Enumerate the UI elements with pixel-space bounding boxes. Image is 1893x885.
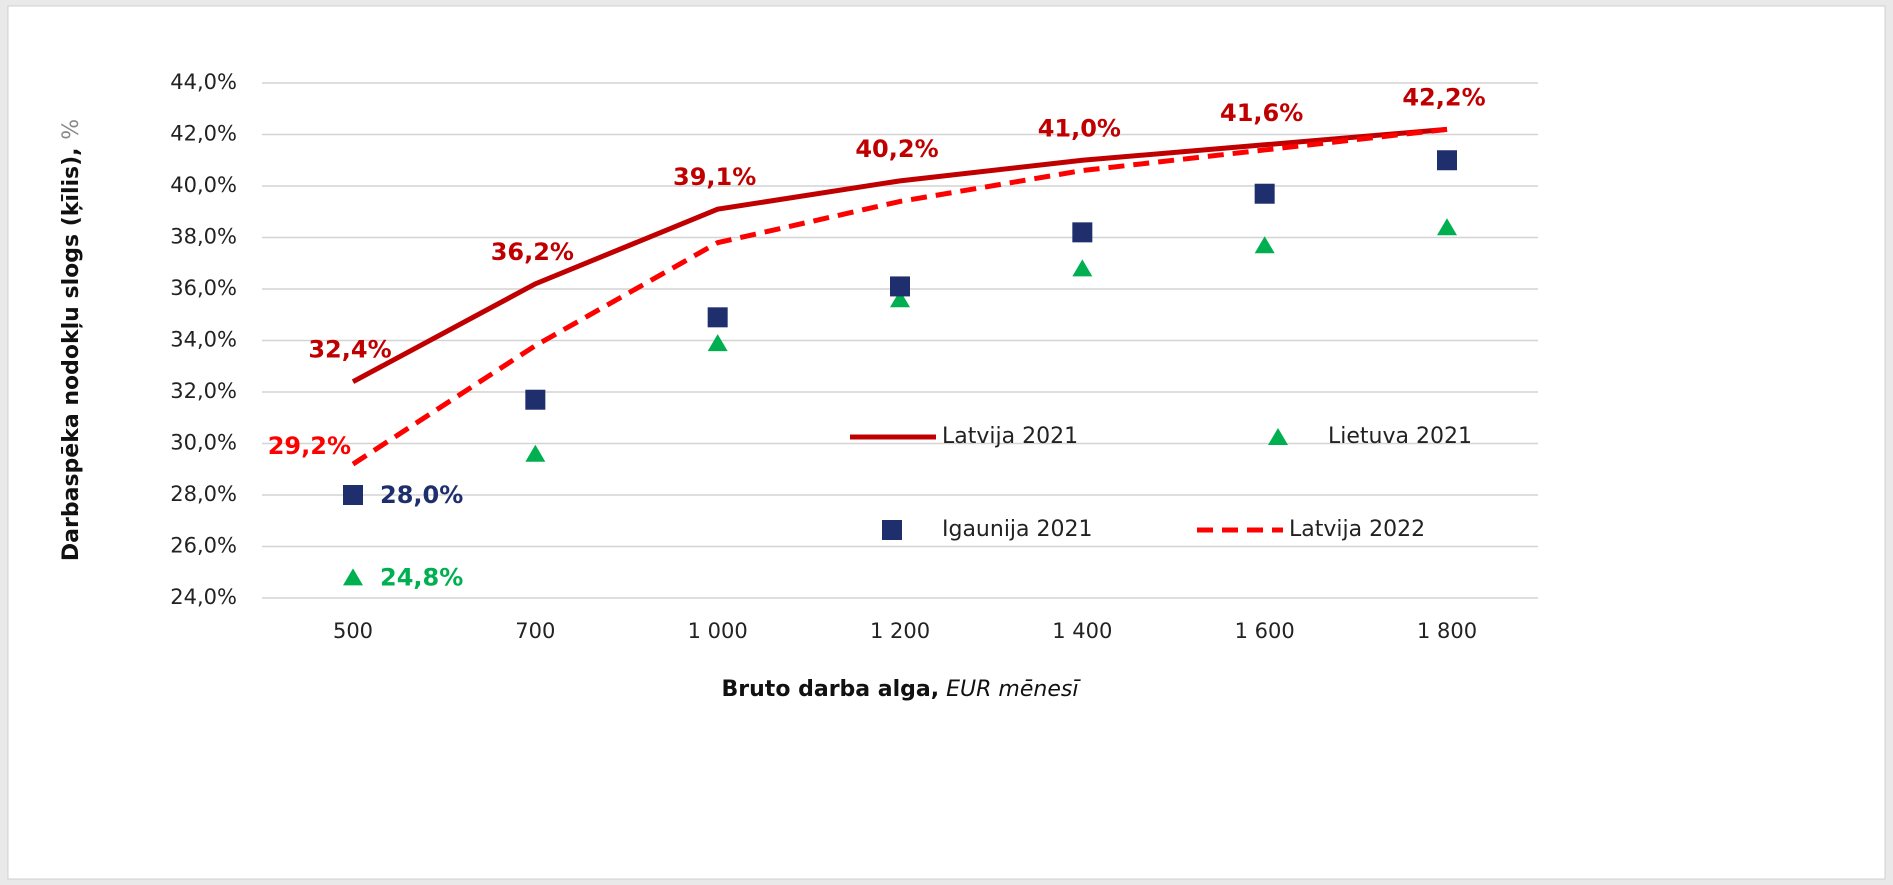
legend-label: Lietuva 2021: [1328, 424, 1472, 449]
line-series: [351, 126, 1448, 467]
data-label: 29,2%: [268, 432, 351, 460]
data-label: 39,1%: [673, 163, 756, 191]
y-tick-label: 34,0%: [170, 328, 237, 352]
data-label: 36,2%: [491, 238, 574, 266]
y-axis-title-main: Darbaspēka nodokļu slogs (ķīlis),: [59, 147, 84, 561]
x-axis-title-unit: EUR mēnesī: [946, 677, 1081, 702]
data-label: 42,2%: [1402, 83, 1485, 111]
chart-frame: [7, 5, 1886, 880]
x-tick-label: 1 000: [688, 619, 748, 643]
x-tick-label: 1 600: [1235, 619, 1295, 643]
marker: [1437, 218, 1457, 236]
marker: [890, 290, 910, 308]
x-tick-label: 1 400: [1052, 619, 1112, 643]
data-label: 32,4%: [308, 336, 391, 364]
y-axis-title: Darbaspēka nodokļu slogs (ķīlis), %: [59, 119, 84, 561]
marker: [707, 334, 728, 352]
line-series: [351, 126, 1448, 384]
y-tick-label: 26,0%: [170, 534, 237, 558]
marker: [343, 485, 363, 505]
y-tick-label: 36,0%: [170, 276, 237, 300]
data-label: 40,2%: [855, 135, 938, 163]
x-tick-label: 500: [333, 619, 373, 643]
y-axis-title-unit: %: [59, 119, 84, 140]
y-tick-label: 38,0%: [170, 225, 237, 249]
data-label: 24,8%: [380, 563, 463, 591]
y-tick-label: 42,0%: [170, 122, 237, 146]
data-label: 41,6%: [1220, 99, 1303, 127]
y-tick-label: 40,0%: [170, 173, 237, 197]
marker: [525, 389, 546, 410]
marker: [890, 276, 910, 297]
x-tick-label: 1 200: [870, 619, 930, 643]
legend-label: Latvija 2021: [942, 424, 1078, 449]
y-tick-label: 30,0%: [170, 431, 237, 455]
data-label: 28,0%: [380, 481, 463, 509]
x-tick-label: 1 800: [1417, 619, 1477, 643]
x-axis-title-main: Bruto darba alga,: [722, 677, 940, 702]
marker: [707, 307, 728, 328]
legend-swatch: [1268, 428, 1288, 445]
y-tick-label: 28,0%: [170, 482, 237, 506]
y-tick-label: 44,0%: [170, 70, 237, 94]
x-tick-label: 700: [515, 619, 555, 643]
marker: [525, 444, 546, 462]
marker: [1072, 222, 1093, 243]
x-axis-title: Bruto darba alga, EUR mēnesī: [722, 677, 1082, 702]
y-tick-label: 24,0%: [170, 585, 237, 609]
marker: [1254, 183, 1275, 204]
legend-label: Latvija 2022: [1289, 517, 1425, 542]
marker: [1072, 259, 1093, 277]
marker: [1437, 150, 1457, 171]
data-label: 41,0%: [1038, 114, 1121, 142]
legend-swatch: [882, 520, 902, 540]
legend-label: Igaunija 2021: [942, 517, 1093, 542]
marker: [343, 568, 363, 586]
marker: [1254, 236, 1275, 254]
y-tick-label: 32,0%: [170, 379, 237, 403]
